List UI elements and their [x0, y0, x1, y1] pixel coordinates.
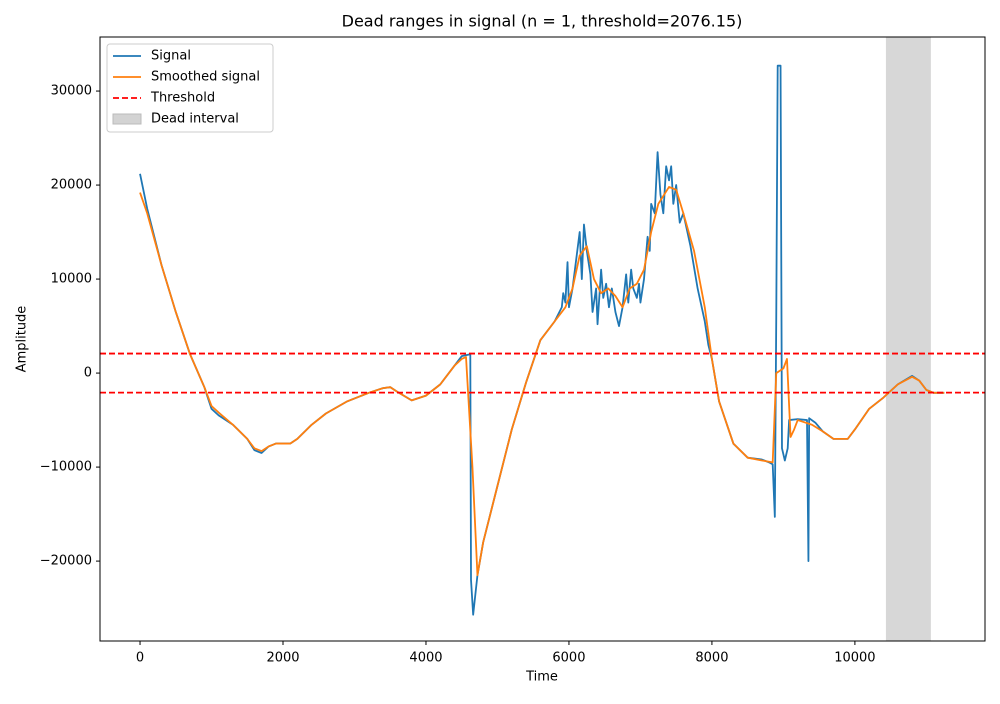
plot-area [100, 37, 985, 641]
axes: 0 2000 4000 6000 8000 10000 −20000 −10000 0 10000… [40, 36, 986, 666]
legend-label: Dead interval [151, 112, 239, 127]
chart-title: Dead ranges in signal (n = 1, threshold=… [342, 12, 743, 31]
legend: Signal Smoothed signal Threshold Dead inter… [106, 43, 274, 133]
legend-swatch [112, 113, 142, 125]
y-tick-label: 10000 [51, 272, 92, 287]
y-axis-label: Amplitude [15, 306, 30, 373]
series-line [139, 64, 945, 616]
y-tick-label: 0 [84, 366, 92, 381]
y-tick-label: 30000 [51, 84, 92, 99]
plot-frame [99, 36, 986, 642]
legend-label: Threshold [150, 91, 215, 106]
x-axis-label: Time [525, 670, 558, 685]
y-tick-label: −10000 [40, 460, 92, 475]
legend-label: Smoothed signal [151, 70, 260, 85]
x-tick-label: 2000 [266, 651, 299, 666]
y-tick-label: 20000 [51, 178, 92, 193]
x-tick-label: 4000 [409, 651, 442, 666]
dead-interval [885, 37, 931, 641]
y-tick-label: −20000 [40, 554, 92, 569]
x-tick-label: 0 [136, 651, 144, 666]
x-tick-label: 8000 [695, 651, 728, 666]
series-line [139, 186, 945, 577]
legend-box [106, 43, 274, 133]
x-tick-label: 6000 [552, 651, 585, 666]
x-tick-label: 10000 [834, 651, 875, 666]
legend-label: Signal [151, 49, 191, 64]
